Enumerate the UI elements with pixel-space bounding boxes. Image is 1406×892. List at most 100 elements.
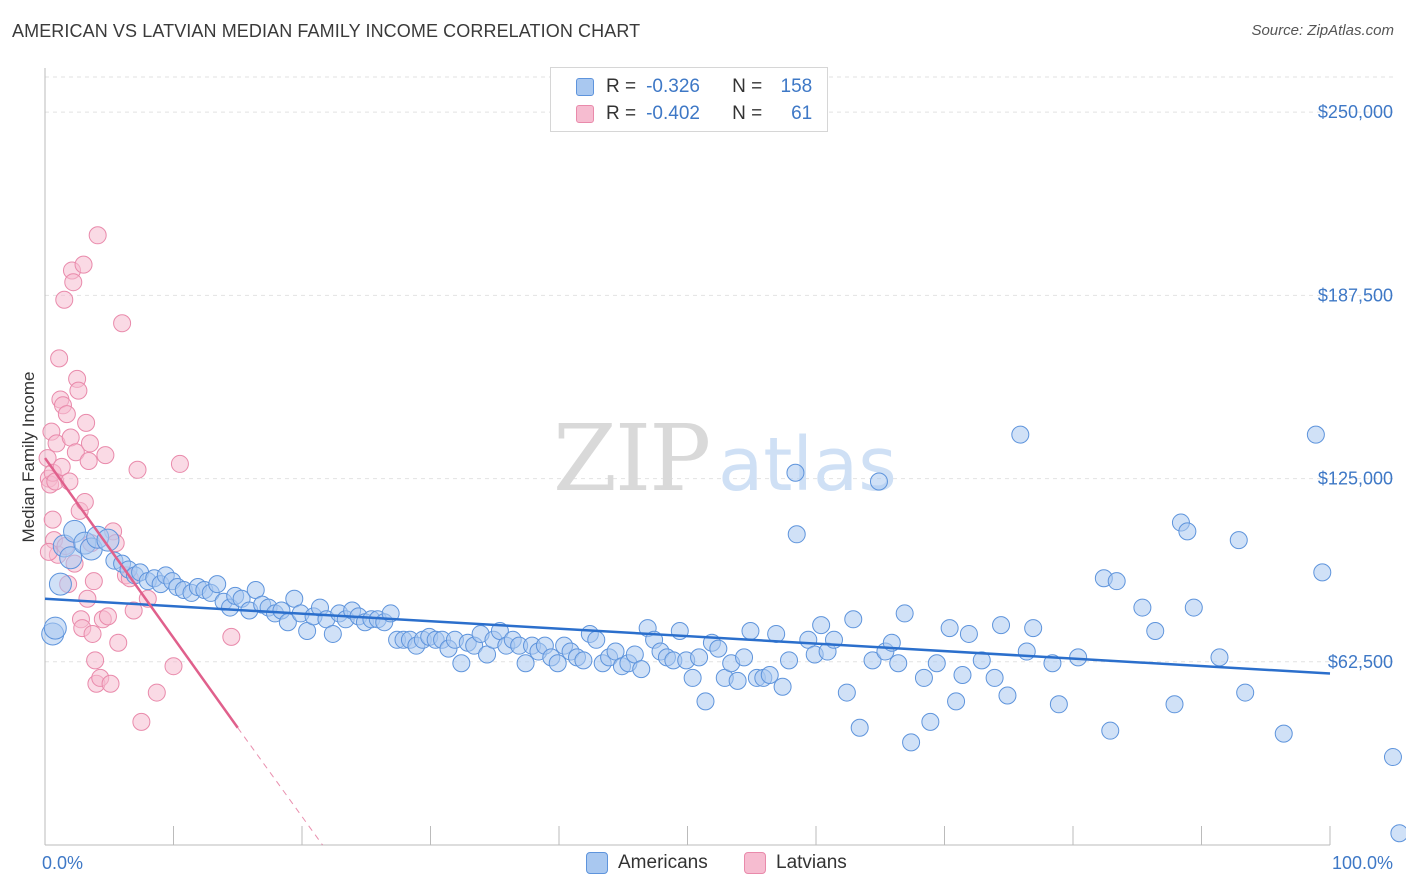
american-point	[516, 654, 535, 673]
american-point	[869, 472, 888, 491]
americans-n-value: 158	[780, 76, 813, 97]
american-point	[48, 572, 72, 596]
american-point	[709, 639, 728, 658]
american-point	[1024, 619, 1043, 638]
american-point	[985, 668, 1004, 687]
american-point	[1178, 522, 1197, 541]
latvians-trend-extension	[237, 727, 323, 846]
latvian-point	[50, 349, 69, 368]
y-tick-label: $62,500	[1328, 652, 1393, 672]
latvian-point	[43, 510, 62, 529]
latvian-point	[78, 589, 97, 608]
american-point	[786, 463, 805, 482]
american-point	[1043, 654, 1062, 673]
american-point	[940, 619, 959, 638]
american-point	[452, 654, 471, 673]
american-point	[1313, 563, 1332, 582]
chart-title: AMERICAN VS LATVIAN MEDIAN FAMILY INCOME…	[12, 21, 641, 41]
american-point	[208, 575, 227, 594]
american-point	[741, 622, 760, 641]
y-tick-label: $250,000	[1318, 102, 1393, 122]
american-point	[1107, 572, 1126, 591]
latvians-r-value: -0.402	[646, 103, 700, 124]
american-point	[953, 665, 972, 684]
american-point	[1306, 425, 1325, 444]
latvian-point	[60, 472, 79, 491]
bottom-legend-latvians[interactable]: Latvians	[744, 852, 847, 874]
american-point	[787, 525, 806, 544]
latvian-point	[80, 434, 99, 453]
latvian-point	[52, 457, 71, 476]
american-point	[1011, 425, 1030, 444]
american-point	[59, 546, 83, 570]
latvian-point	[147, 683, 166, 702]
y-tick-label: $187,500	[1318, 285, 1393, 305]
latvians-n-value: 61	[791, 103, 813, 124]
latvians-r-label: R =	[606, 103, 637, 124]
american-point	[844, 610, 863, 629]
grid-lines	[45, 76, 1395, 663]
legend-row-latvians: R = -0.402 N = 61	[576, 102, 812, 126]
americans-r-label: R =	[606, 76, 637, 97]
latvians-trend-line	[43, 457, 239, 729]
latvian-point	[74, 255, 93, 274]
latvians-n-label: N =	[732, 103, 763, 124]
american-point	[992, 616, 1011, 635]
american-point	[735, 648, 754, 667]
american-point	[1017, 642, 1036, 661]
american-point	[548, 654, 567, 673]
bottom-legend-americans[interactable]: Americans	[586, 852, 708, 874]
american-point	[1165, 695, 1184, 714]
american-point	[696, 692, 715, 711]
latvian-point	[98, 607, 117, 626]
latvian-point	[77, 413, 96, 432]
latvian-point	[124, 601, 143, 620]
latvian-point	[109, 633, 128, 652]
latvian-point	[55, 290, 74, 309]
american-point	[1049, 695, 1068, 714]
american-point	[760, 665, 779, 684]
american-point	[323, 624, 342, 643]
american-point	[690, 648, 709, 667]
american-point	[1274, 724, 1293, 743]
american-point	[1133, 598, 1152, 617]
x-tick-label-max: 100.0%	[1332, 853, 1393, 873]
y-tick-labels: $62,500 $125,000 $187,500 $250,000	[1318, 102, 1393, 672]
american-point	[947, 692, 966, 711]
american-point	[914, 668, 933, 687]
latvian-point	[170, 454, 189, 473]
american-point	[1210, 648, 1229, 667]
american-point	[812, 616, 831, 635]
y-axis-label: Median Family Income	[19, 371, 38, 542]
american-point	[632, 660, 651, 679]
american-point	[927, 654, 946, 673]
americans-legend-swatch	[586, 852, 608, 874]
latvian-point	[164, 657, 183, 676]
latvian-point	[66, 443, 85, 462]
american-point	[780, 651, 799, 670]
american-point	[863, 651, 882, 670]
american-point	[959, 624, 978, 643]
americans-r-value: -0.326	[646, 76, 700, 97]
american-point	[728, 671, 747, 690]
source-label: Source: ZipAtlas.com	[1251, 22, 1394, 39]
latvian-point	[113, 314, 132, 333]
axes	[44, 68, 1331, 846]
legend-row-americans: R = -0.326 N = 158	[576, 75, 812, 99]
latvians-swatch	[576, 105, 594, 123]
american-point	[1383, 748, 1402, 767]
americans-n-label: N =	[732, 76, 763, 97]
american-point	[43, 616, 67, 640]
american-point	[1184, 598, 1203, 617]
watermark-atlas: atlas	[718, 422, 897, 508]
latvian-point	[64, 273, 83, 292]
american-point	[587, 630, 606, 649]
american-point	[96, 528, 120, 552]
latvian-point	[79, 452, 98, 470]
american-point	[902, 733, 921, 752]
american-point	[773, 677, 792, 696]
latvian-point	[222, 627, 241, 646]
american-point	[1390, 824, 1406, 843]
latvian-point	[69, 381, 88, 400]
americans-swatch	[576, 78, 594, 96]
